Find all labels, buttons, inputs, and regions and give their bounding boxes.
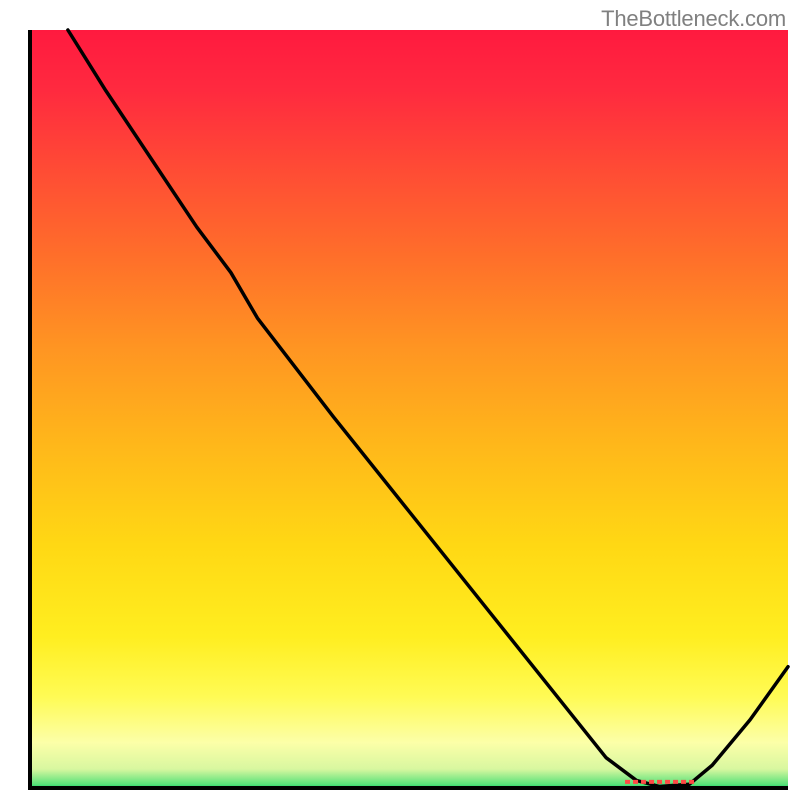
chart-container: TheBottleneck.com [0,0,800,800]
attribution-text: TheBottleneck.com [601,6,786,32]
bottleneck-chart [0,0,800,800]
chart-background-gradient [30,30,788,788]
